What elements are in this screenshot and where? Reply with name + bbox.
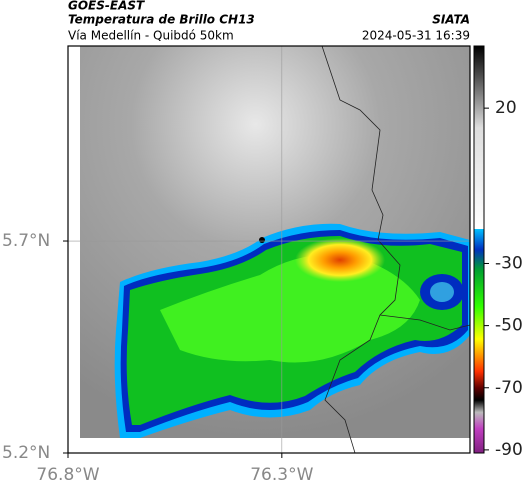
map-frame <box>67 45 471 454</box>
imagery <box>68 45 471 454</box>
y-tick-label: 5.7°N <box>2 231 50 251</box>
x-tick-label: 76.3°W <box>250 465 313 485</box>
timestamp: 2024-05-31 16:39 <box>362 29 470 43</box>
colorbar-label: -70 <box>495 378 523 398</box>
y-tick-label: 5.2°N <box>2 443 50 463</box>
subtitle: Temperatura de Brillo CH13 <box>68 13 255 27</box>
colorbar-label: -50 <box>495 316 523 336</box>
colorbar-label: -30 <box>495 253 523 273</box>
colorbar-label: 20 <box>495 98 517 118</box>
colorbar-label: -90 <box>495 440 523 460</box>
region: Vía Medellín - Quibdó 50km <box>68 29 234 43</box>
x-tick-label: 76.8°W <box>36 465 99 485</box>
source: SIATA <box>432 13 470 27</box>
title: GOES-EAST <box>68 0 145 13</box>
colorbar <box>473 45 485 454</box>
